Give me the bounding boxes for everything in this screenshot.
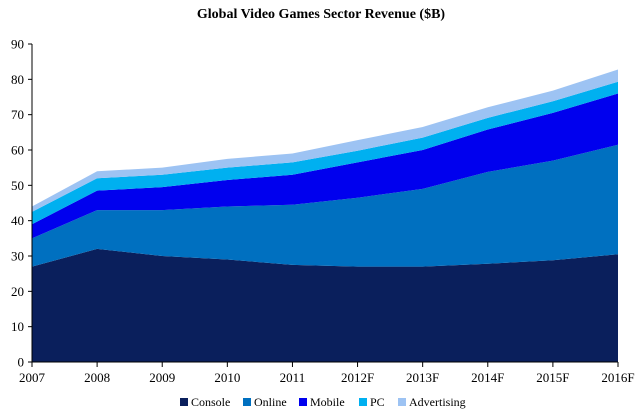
legend-item-online: Online <box>243 395 287 409</box>
legend-item-advertising: Advertising <box>398 395 466 409</box>
legend-item-console: Console <box>180 395 230 409</box>
legend-swatch <box>359 398 367 406</box>
legend-swatch <box>299 398 307 406</box>
x-tick-label: 2007 <box>19 370 46 385</box>
axes <box>31 44 618 363</box>
y-axis-ticks: 0 10 20 30 40 50 60 70 80 90 <box>11 37 32 370</box>
y-tick-label: 70 <box>11 107 24 122</box>
legend-label: PC <box>370 395 385 409</box>
legend-item-mobile: Mobile <box>299 395 345 409</box>
x-tick-label: 2013F <box>406 370 439 385</box>
legend-label: Advertising <box>409 395 466 409</box>
legend-swatch <box>180 398 188 406</box>
legend-label: Console <box>191 395 230 409</box>
x-tick-label: 2010 <box>214 370 240 385</box>
x-tick-label: 2011 <box>280 370 306 385</box>
legend: Console Online Mobile PC Advertising <box>180 395 466 409</box>
y-tick-label: 90 <box>11 37 24 52</box>
y-tick-label: 10 <box>11 319 24 334</box>
y-tick-label: 60 <box>11 143 24 158</box>
x-tick-label: 2014F <box>471 370 504 385</box>
area-online <box>32 144 618 267</box>
x-tick-label: 2008 <box>84 370 110 385</box>
x-tick-label: 2016F <box>601 370 634 385</box>
legend-label: Online <box>254 395 287 409</box>
y-tick-label: 50 <box>11 178 24 193</box>
x-tick-label: 2009 <box>149 370 175 385</box>
series-areas <box>32 69 618 362</box>
legend-label: Mobile <box>310 395 345 409</box>
legend-item-pc: PC <box>359 395 385 409</box>
y-tick-label: 40 <box>11 213 24 228</box>
legend-swatch <box>243 398 251 406</box>
y-tick-label: 20 <box>11 284 24 299</box>
y-tick-label: 80 <box>11 72 24 87</box>
y-tick-label: 30 <box>11 249 24 264</box>
x-tick-label: 2012F <box>341 370 374 385</box>
area-mobile <box>32 93 618 239</box>
chart-title: Global Video Games Sector Revenue ($B) <box>197 7 446 22</box>
legend-swatch <box>398 398 406 406</box>
area-console <box>32 248 618 362</box>
y-tick-label: 0 <box>18 355 25 370</box>
x-tick-label: 2015F <box>536 370 569 385</box>
x-axis-ticks: 2007 2008 2009 2010 2011 2012F 2013F 2014F 2015F… <box>19 362 635 385</box>
